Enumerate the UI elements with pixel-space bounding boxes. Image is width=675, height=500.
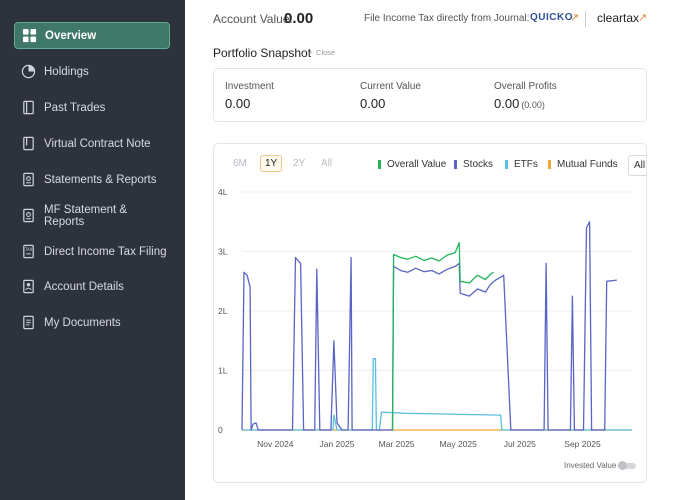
portfolio-snapshot-title: Portfolio Snapshot: [213, 46, 312, 60]
sidebar-item-my-documents[interactable]: My Documents: [14, 309, 170, 336]
x-tick-label: Mar 2025: [379, 439, 415, 449]
sidebar-item-holdings[interactable]: Holdings: [14, 58, 170, 85]
snapshot-close-button[interactable]: Close: [309, 48, 335, 57]
sidebar-item-label: Overview: [45, 29, 97, 42]
sidebar-item-overview[interactable]: Overview: [14, 22, 170, 49]
svg-text:TAX: TAX: [24, 247, 33, 252]
document-icon: [20, 136, 36, 152]
legend-label: ETFs: [514, 159, 538, 170]
account-value: 0.00: [284, 10, 314, 27]
cleartax-link[interactable]: cleartax: [597, 11, 640, 25]
sidebar-item-label: Statements & Reports: [44, 173, 157, 186]
sidebar-item-past-trades[interactable]: Past Trades: [14, 94, 170, 121]
legend-swatch: [454, 160, 457, 169]
range-6m-button[interactable]: 6M: [233, 158, 247, 169]
sidebar-item-label: My Documents: [44, 316, 121, 329]
x-tick-label: Jul 2025: [504, 439, 536, 449]
invested-value-toggle-label: Invested Value: [564, 461, 617, 470]
user-document-icon: [20, 279, 36, 295]
asset-filter-dropdown[interactable]: All: [628, 155, 646, 176]
report-icon: [20, 172, 36, 188]
pie-chart-icon: [20, 64, 36, 80]
sidebar-item-label: Account Details: [44, 280, 124, 293]
sidebar-item-label: Direct Income Tax Filing: [44, 245, 167, 258]
legend-swatch: [505, 160, 508, 169]
legend-label: Overall Value: [387, 159, 447, 170]
range-all-button[interactable]: All: [321, 158, 333, 169]
investment-value: 0.00: [225, 96, 251, 111]
sidebar-item-mf-statement-reports[interactable]: MF Statement & Reports: [14, 202, 170, 229]
portfolio-snapshot-card: Investment 0.00 Current Value 0.00 Overa…: [213, 68, 647, 122]
portfolio-chart-card: 6M 1Y 2Y All Overall Value Stocks ETFs M…: [213, 143, 647, 483]
main-content: Account Value: 0.00 File Income Tax dire…: [185, 0, 675, 500]
x-tick-label: Sep 2025: [564, 439, 601, 449]
overall-profits-value: 0.00: [494, 96, 520, 111]
legend-overall-value[interactable]: Overall Value: [378, 159, 446, 170]
x-tick-label: Nov 2024: [257, 439, 294, 449]
legend-etfs[interactable]: ETFs: [505, 159, 538, 170]
divider: [585, 11, 586, 27]
range-2y-button[interactable]: 2Y: [293, 158, 306, 169]
y-tick-label: 1L: [218, 366, 228, 376]
sidebar-item-label: Past Trades: [44, 101, 106, 114]
account-value-label: Account Value:: [213, 12, 293, 26]
series-line-stocks: [241, 221, 617, 431]
legend-mutual-funds[interactable]: Mutual Funds: [548, 159, 618, 170]
toggle-knob: [618, 461, 627, 470]
current-value-label: Current Value: [360, 81, 421, 92]
sidebar-item-statements-reports[interactable]: Statements & Reports: [14, 166, 170, 193]
external-link-icon: ↗: [570, 12, 580, 24]
quicko-link[interactable]: QUICKO: [530, 12, 573, 23]
sidebar-item-label: Virtual Contract Note: [44, 137, 151, 150]
documents-icon: [20, 315, 36, 331]
current-value-metric: Current Value 0.00: [360, 81, 421, 113]
grid-icon: [21, 28, 37, 44]
tax-filing-label: File Income Tax directly from Journal:: [364, 13, 530, 24]
current-value: 0.00: [360, 96, 386, 111]
sidebar-item-label: MF Statement & Reports: [44, 203, 128, 228]
x-tick-label: Jan 2025: [319, 439, 354, 449]
legend-swatch: [548, 160, 551, 169]
y-tick-label: 0: [218, 425, 223, 435]
investment-metric: Investment 0.00: [225, 81, 274, 113]
sidebar-item-direct-income-tax-filing[interactable]: TAX Direct Income Tax Filing: [14, 238, 170, 265]
invested-value-toggle[interactable]: [618, 461, 636, 470]
portfolio-line-chart: 0 1L 2L 3L 4L Nov 2024 Jan 2025 Mar 2025 May 202…: [218, 187, 632, 449]
legend-stocks[interactable]: Stocks: [454, 159, 493, 170]
tax-document-icon: TAX: [20, 244, 36, 260]
y-tick-label: 4L: [218, 187, 228, 197]
series-line-overall-value: [391, 241, 494, 431]
investment-label: Investment: [225, 81, 274, 92]
sidebar-item-virtual-contract-note[interactable]: Virtual Contract Note: [14, 130, 170, 157]
external-link-icon: ↗: [638, 12, 648, 24]
legend-label: Mutual Funds: [557, 159, 618, 170]
x-tick-label: May 2025: [440, 439, 478, 449]
legend-swatch: [378, 160, 381, 169]
report-icon: [20, 208, 36, 224]
overall-profits-label: Overall Profits: [494, 81, 557, 92]
y-tick-label: 2L: [218, 306, 228, 316]
range-1y-button[interactable]: 1Y: [260, 155, 283, 172]
overall-profits-percent: (0.00): [521, 100, 545, 110]
overall-profits-metric: Overall Profits 0.00 (0.00): [494, 81, 557, 113]
y-tick-label: 3L: [218, 247, 228, 257]
sidebar: Overview Holdings Past Trades Virtual Co…: [0, 0, 185, 500]
sidebar-item-label: Holdings: [44, 65, 89, 78]
sidebar-item-account-details[interactable]: Account Details: [14, 273, 170, 300]
book-icon: [20, 100, 36, 116]
legend-label: Stocks: [463, 159, 494, 170]
